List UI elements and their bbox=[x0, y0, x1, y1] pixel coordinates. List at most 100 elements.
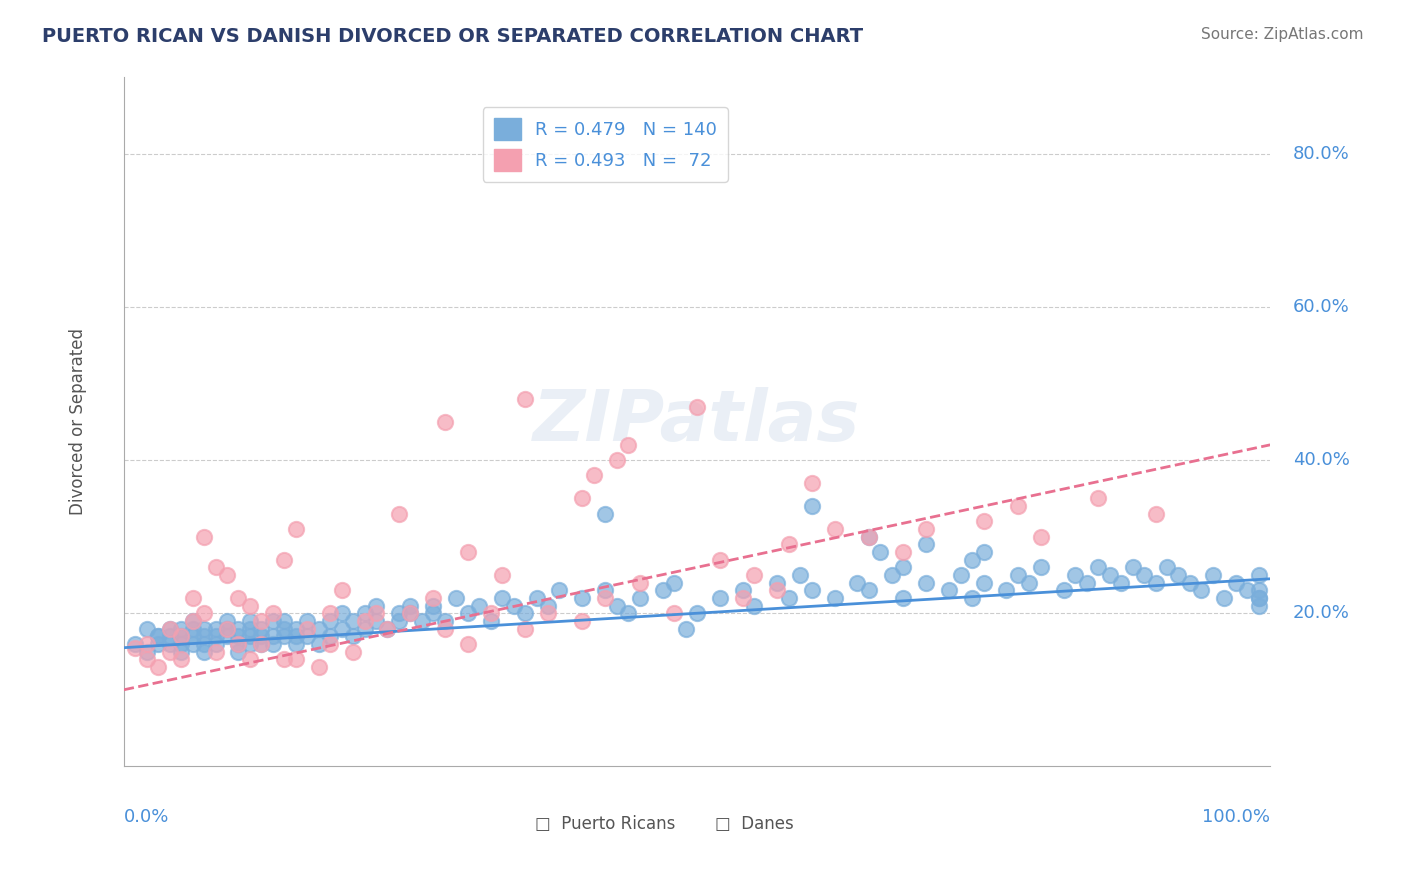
Point bbox=[262, 606, 284, 620]
Point bbox=[239, 652, 262, 666]
Point bbox=[262, 614, 284, 628]
Text: PUERTO RICAN VS DANISH DIVORCED OR SEPARATED CORRELATION CHART: PUERTO RICAN VS DANISH DIVORCED OR SEPAR… bbox=[42, 27, 863, 45]
Point bbox=[399, 606, 422, 620]
Point bbox=[411, 614, 433, 628]
Point bbox=[973, 545, 995, 559]
Point bbox=[193, 637, 215, 651]
Point bbox=[319, 629, 342, 643]
Point bbox=[170, 629, 193, 643]
Point bbox=[308, 660, 330, 674]
Point bbox=[273, 552, 295, 566]
Point bbox=[262, 629, 284, 643]
Point bbox=[330, 606, 353, 620]
Point bbox=[239, 599, 262, 613]
Point bbox=[159, 622, 181, 636]
Point bbox=[1247, 591, 1270, 605]
Point bbox=[891, 591, 914, 605]
Point bbox=[960, 552, 983, 566]
Point bbox=[513, 622, 536, 636]
Point bbox=[239, 622, 262, 636]
Point bbox=[433, 614, 456, 628]
Point bbox=[593, 507, 616, 521]
Point bbox=[228, 591, 250, 605]
Point bbox=[193, 629, 215, 643]
Text: 80.0%: 80.0% bbox=[1294, 145, 1350, 163]
Point bbox=[1122, 560, 1144, 574]
Point bbox=[159, 622, 181, 636]
Point bbox=[606, 453, 628, 467]
Text: ZIPatlas: ZIPatlas bbox=[533, 387, 860, 457]
Point bbox=[1076, 575, 1098, 590]
Point bbox=[204, 637, 226, 651]
Point bbox=[915, 575, 938, 590]
Point bbox=[284, 637, 307, 651]
Point bbox=[742, 599, 765, 613]
Point bbox=[571, 591, 593, 605]
Point bbox=[319, 637, 342, 651]
Point bbox=[1144, 575, 1167, 590]
Point bbox=[537, 599, 560, 613]
Point bbox=[388, 507, 411, 521]
Point bbox=[1156, 560, 1178, 574]
Point bbox=[124, 637, 146, 651]
Point bbox=[284, 652, 307, 666]
Point bbox=[628, 575, 651, 590]
Point bbox=[491, 591, 513, 605]
Point bbox=[364, 599, 387, 613]
Point bbox=[250, 637, 273, 651]
Point bbox=[1087, 491, 1109, 506]
Point bbox=[800, 499, 823, 513]
Point bbox=[148, 629, 170, 643]
Point bbox=[800, 476, 823, 491]
Point bbox=[342, 629, 364, 643]
Point bbox=[159, 644, 181, 658]
Point bbox=[457, 545, 479, 559]
Point bbox=[215, 614, 238, 628]
Point bbox=[446, 591, 468, 605]
Point bbox=[181, 637, 204, 651]
Point bbox=[891, 560, 914, 574]
Point bbox=[778, 591, 800, 605]
Point bbox=[308, 637, 330, 651]
Point bbox=[491, 568, 513, 582]
Point bbox=[1178, 575, 1201, 590]
Point bbox=[215, 568, 238, 582]
Point bbox=[675, 622, 697, 636]
Point bbox=[628, 591, 651, 605]
Point bbox=[858, 530, 880, 544]
Point bbox=[571, 491, 593, 506]
Point bbox=[204, 644, 226, 658]
Point bbox=[915, 537, 938, 551]
Point bbox=[891, 545, 914, 559]
Text: 20.0%: 20.0% bbox=[1294, 604, 1350, 623]
Point bbox=[468, 599, 491, 613]
Point bbox=[1053, 583, 1076, 598]
Point bbox=[377, 622, 399, 636]
Point bbox=[308, 622, 330, 636]
Point bbox=[250, 629, 273, 643]
Point bbox=[938, 583, 960, 598]
Point bbox=[135, 644, 157, 658]
Point bbox=[869, 545, 891, 559]
Point bbox=[858, 530, 880, 544]
Point bbox=[135, 652, 157, 666]
Point bbox=[1029, 560, 1052, 574]
Point bbox=[170, 622, 193, 636]
Point bbox=[364, 606, 387, 620]
Point bbox=[170, 644, 193, 658]
Point bbox=[742, 568, 765, 582]
Point bbox=[388, 614, 411, 628]
Point bbox=[593, 583, 616, 598]
Point bbox=[973, 515, 995, 529]
Point bbox=[513, 392, 536, 406]
Point bbox=[181, 614, 204, 628]
Point bbox=[399, 599, 422, 613]
Point bbox=[353, 614, 375, 628]
Point bbox=[297, 614, 319, 628]
Point bbox=[135, 637, 157, 651]
Point bbox=[537, 606, 560, 620]
Point bbox=[995, 583, 1018, 598]
Point bbox=[273, 622, 295, 636]
Point bbox=[273, 652, 295, 666]
Point bbox=[1247, 591, 1270, 605]
